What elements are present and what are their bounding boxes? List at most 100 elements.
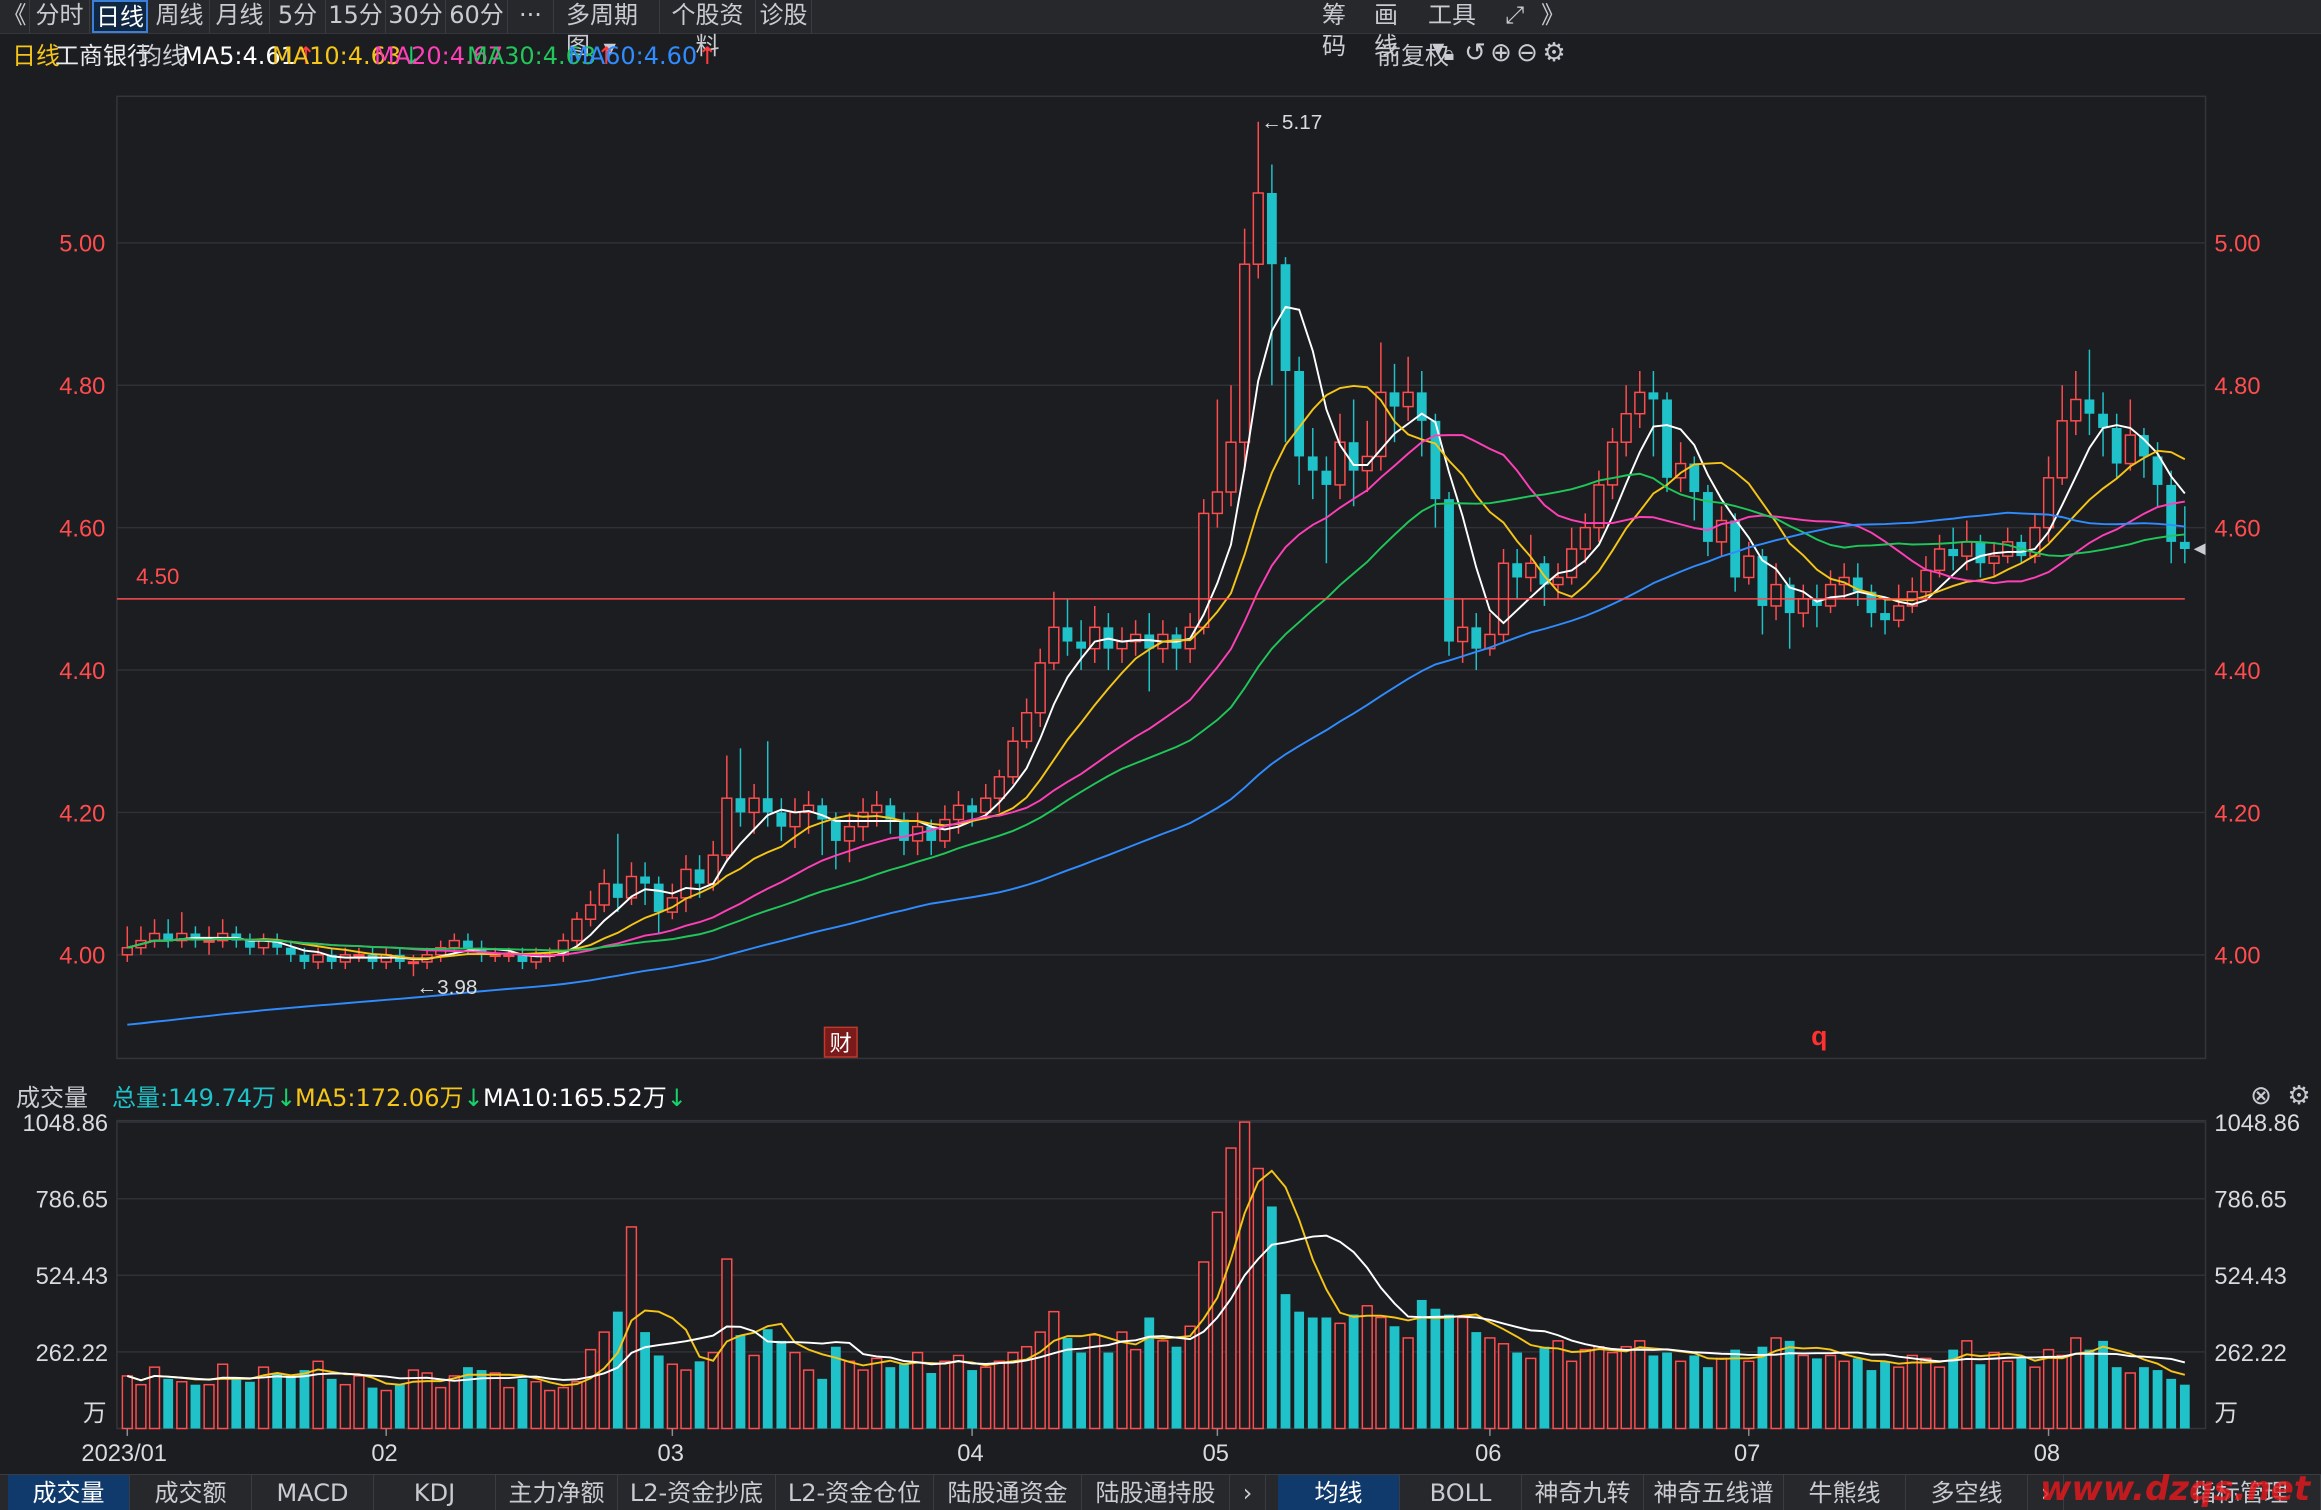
volume-bar (2179, 1384, 2190, 1429)
candle (694, 855, 705, 898)
collapse-right-button[interactable]: 》 (1541, 1, 1565, 29)
tab-fenshi[interactable]: 分时 (30, 0, 90, 33)
candle-body (1988, 555, 2000, 564)
candle (926, 819, 937, 856)
settings-gear-icon[interactable]: ⚙ (1542, 38, 1566, 68)
candle (1906, 577, 1918, 614)
candle (1689, 456, 1700, 521)
stock-profile-button[interactable]: 个股资料 (660, 0, 756, 60)
candle-body (245, 940, 255, 948)
tab-main-net[interactable]: 主力净额 (496, 1475, 618, 1510)
candle (2166, 470, 2177, 564)
multi-period-dropdown[interactable]: 多周期图 ▼ (554, 0, 660, 60)
volume-bar (1375, 1316, 1387, 1430)
volume-bar (367, 1387, 378, 1429)
candle-body (1648, 392, 1659, 400)
indicator-manage-button[interactable]: 指标管理 (2160, 1475, 2321, 1510)
month-label: 03 (658, 1441, 684, 1467)
month-label: 08 (2034, 1441, 2060, 1467)
candle (272, 933, 283, 955)
candle-body (1961, 541, 1973, 557)
tab-northbound-hold[interactable]: 陆股通持股 (1082, 1475, 1230, 1510)
more-periods-button[interactable]: ··· (508, 0, 554, 33)
tab-magic-nine[interactable]: 神奇九转 (1522, 1475, 1644, 1510)
lock-icon[interactable]: 🔒︎ (1443, 41, 1455, 65)
candle (1020, 698, 1033, 749)
candle (1715, 506, 1728, 557)
tab-l2-bottom[interactable]: L2-资金抄底 (618, 1475, 776, 1510)
close-circle-icon[interactable]: ⊗ (2250, 1081, 2272, 1111)
candle-body (517, 954, 528, 962)
tab-ma[interactable]: 均线 (1278, 1475, 1400, 1510)
volume-bar (1361, 1305, 1373, 1430)
chips-button[interactable]: 筹码 (1322, 1, 1346, 60)
volume-settings-gear-icon[interactable]: ⚙ (2287, 1081, 2311, 1111)
tabs-scroll-right-button[interactable]: › (1230, 1475, 1266, 1510)
tab-zhouxian[interactable]: 周线 (150, 0, 210, 33)
tab-long-short[interactable]: 多空线 (1906, 1475, 2028, 1510)
expand-icon[interactable]: ⤢ (1505, 1, 1525, 29)
volume-bar (339, 1383, 351, 1430)
tab-60min[interactable]: 60分 (446, 0, 508, 33)
volume-bar (1416, 1299, 1427, 1429)
volume-bar (1116, 1331, 1128, 1430)
tools-dropdown[interactable]: 工具 ▼ (1428, 0, 1488, 58)
candle (1089, 605, 1101, 663)
volume-bar (148, 1366, 161, 1430)
volume-tick-left: 786.65 (36, 1188, 108, 1214)
diagnose-button[interactable]: 诊股 (756, 0, 812, 33)
candle (1471, 613, 1482, 671)
zoom-out-icon[interactable]: ⊖ (1516, 38, 1538, 68)
candle-body (1307, 456, 1318, 471)
candle-body (1579, 526, 1591, 550)
ma-label[interactable]: 均线 (138, 42, 186, 70)
adjust-mode-button[interactable]: 前复权 (1377, 42, 1449, 70)
candle (1062, 598, 1073, 656)
tab-kdj[interactable]: KDJ (374, 1475, 496, 1510)
tab-volume[interactable]: 成交量 (8, 1475, 130, 1510)
tab-boll[interactable]: BOLL (1400, 1475, 1522, 1510)
tab-magic-five[interactable]: 神奇五线谱 (1644, 1475, 1784, 1510)
tab-5min[interactable]: 5分 (270, 0, 326, 33)
tab-yuexian[interactable]: 月线 (210, 0, 270, 33)
candle (1497, 548, 1510, 642)
candle (1812, 584, 1822, 628)
collapse-left-button[interactable]: 《 (0, 0, 30, 33)
candle-body (1062, 627, 1073, 642)
candle (1920, 556, 1932, 599)
undo-icon[interactable]: ↺ (1464, 38, 1486, 68)
candle (680, 855, 692, 913)
volume-total: 总量:149.74万↓ (112, 1084, 297, 1112)
candle-body (1416, 392, 1427, 421)
candle (1525, 534, 1537, 592)
draw-line-button[interactable]: 画线 (1374, 1, 1398, 60)
candle-body (2002, 541, 2014, 557)
tab-rixian[interactable]: 日线 (92, 0, 148, 33)
tab-macd[interactable]: MACD (252, 1475, 374, 1510)
volume-bar (1280, 1294, 1291, 1429)
volume-bar (1675, 1360, 1687, 1430)
tab-turnover[interactable]: 成交额 (130, 1475, 252, 1510)
candle (584, 890, 597, 927)
candle-body (885, 805, 896, 820)
tab-northbound-flow[interactable]: 陆股通资金 (934, 1475, 1082, 1510)
volume-bar (285, 1375, 296, 1429)
candle (1211, 399, 1224, 528)
price-tick-right: 4.00 (2214, 944, 2260, 970)
tab-l2-position[interactable]: L2-资金仓位 (776, 1475, 934, 1510)
tab-30min[interactable]: 30分 (386, 0, 446, 33)
volume-bar (1348, 1314, 1359, 1429)
candle-body (571, 918, 583, 942)
volume-bar (1456, 1316, 1469, 1430)
candle-body (1866, 591, 1877, 614)
tabs-right-scroll-button[interactable]: › (2028, 1475, 2064, 1510)
volume-bar (1321, 1317, 1332, 1429)
price-annotations: 4.50 ←5.17 ←3.98 财 q (116, 111, 2206, 1058)
zoom-in-icon[interactable]: ⊕ (1490, 38, 1512, 68)
candlesticks (121, 121, 2190, 977)
candle-body (299, 954, 310, 962)
tab-15min[interactable]: 15分 (326, 0, 386, 33)
candle-body (1975, 541, 1986, 564)
tab-bull-bear[interactable]: 牛熊线 (1784, 1475, 1906, 1510)
